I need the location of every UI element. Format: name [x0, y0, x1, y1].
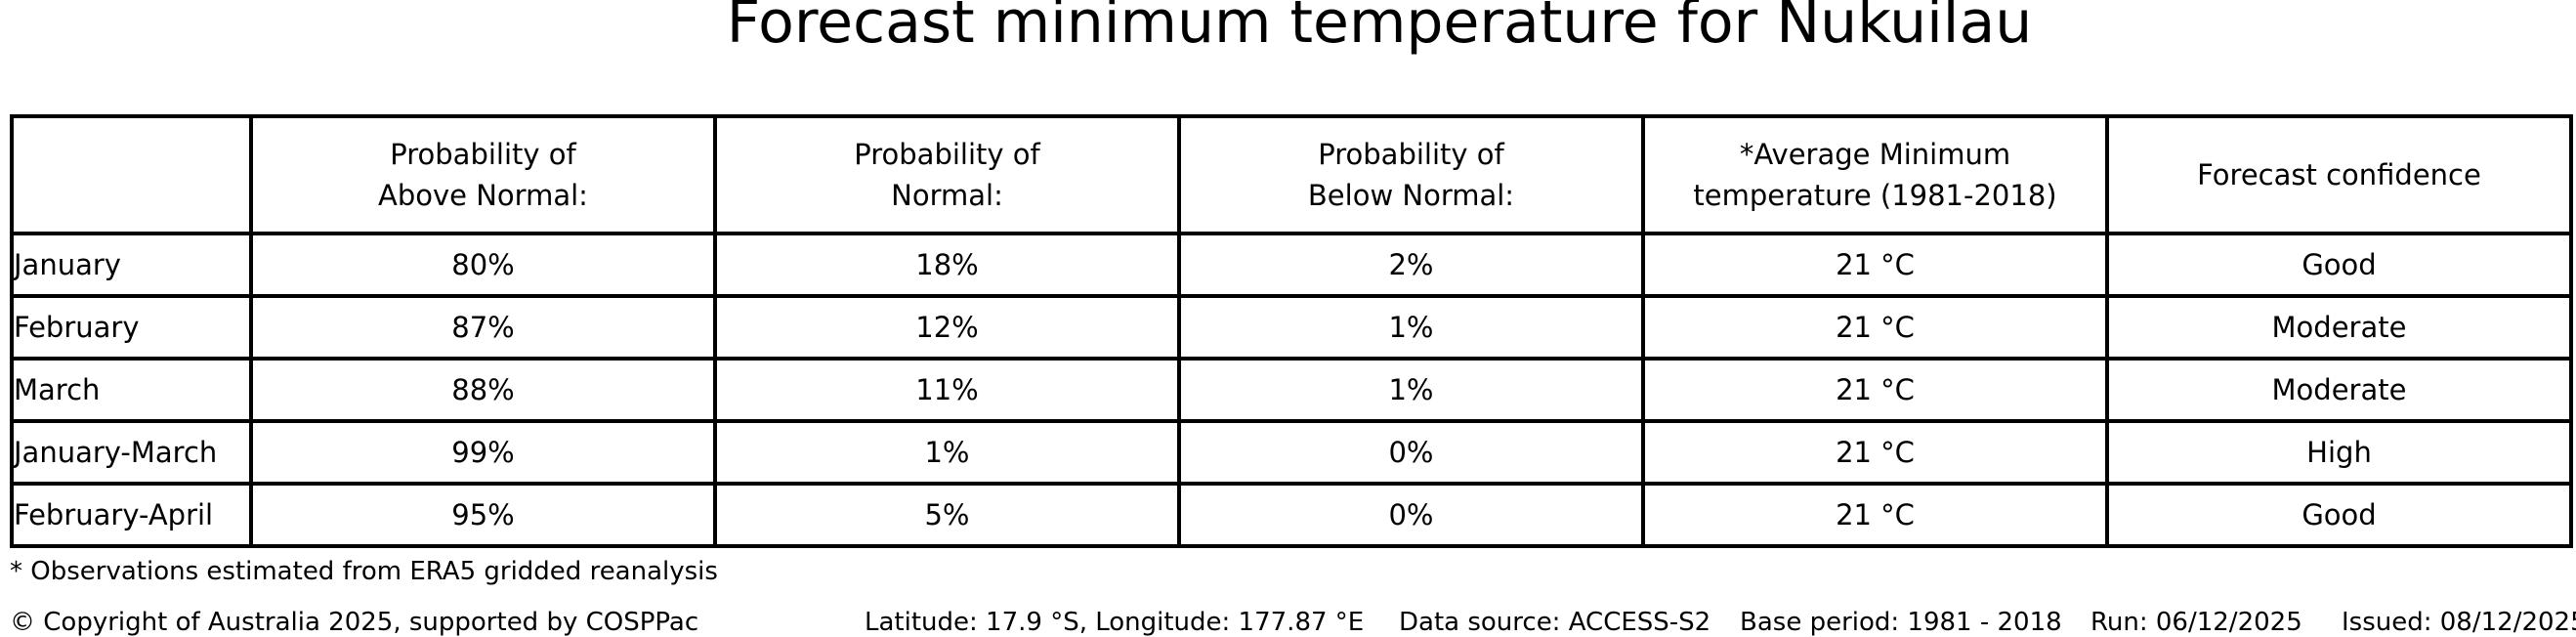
cell-confidence: Good: [2105, 482, 2573, 548]
col-header-average-minimum-temperature: *Average Minimum temperature (1981-2018): [1641, 114, 2109, 235]
row-label: January: [10, 232, 253, 298]
row-label: February: [10, 294, 253, 361]
cell-above-normal: 95%: [249, 482, 717, 548]
location-text: Latitude: 17.9 °S, Longitude: 177.87 °E: [865, 608, 1365, 637]
footnote-text: * Observations estimated from ERA5 gridd…: [10, 557, 718, 586]
table-row-february: February 87% 12% 1% 21 °C Moderate: [10, 294, 2573, 361]
page-title: Forecast minimum temperature for Nukuila…: [726, 0, 2033, 57]
cell-confidence: Moderate: [2105, 294, 2573, 361]
col-header-below-normal: Probability of Below Normal:: [1177, 114, 1645, 235]
cell-below-normal: 2%: [1177, 232, 1645, 298]
cell-normal: 18%: [713, 232, 1181, 298]
copyright-text: © Copyright of Australia 2025, supported…: [10, 608, 699, 637]
cell-confidence: Moderate: [2105, 357, 2573, 423]
cell-confidence: Good: [2105, 232, 2573, 298]
cell-average-minimum: 21 °C: [1641, 419, 2109, 486]
cell-above-normal: 87%: [249, 294, 717, 361]
table-row-february-april: February-April 95% 5% 0% 21 °C Good: [10, 482, 2573, 548]
cell-normal: 12%: [713, 294, 1181, 361]
cell-below-normal: 0%: [1177, 482, 1645, 548]
cell-normal: 11%: [713, 357, 1181, 423]
base-period-text: Base period: 1981 - 2018: [1740, 608, 2062, 637]
cell-confidence: High: [2105, 419, 2573, 486]
corner-cell: [10, 114, 253, 235]
cell-above-normal: 99%: [249, 419, 717, 486]
table-row-january: January 80% 18% 2% 21 °C Good: [10, 232, 2573, 298]
cell-below-normal: 0%: [1177, 419, 1645, 486]
row-label: January-March: [10, 419, 253, 486]
run-date-text: Run: 06/12/2025: [2090, 608, 2302, 637]
forecast-table: Probability of Above Normal: Probability…: [10, 114, 2573, 548]
cell-above-normal: 80%: [249, 232, 717, 298]
row-label: February-April: [10, 482, 253, 548]
cell-below-normal: 1%: [1177, 357, 1645, 423]
cell-average-minimum: 21 °C: [1641, 357, 2109, 423]
data-source-text: Data source: ACCESS-S2: [1399, 608, 1711, 637]
cell-below-normal: 1%: [1177, 294, 1645, 361]
col-header-forecast-confidence: Forecast confidence: [2105, 114, 2573, 235]
table-header-row: Probability of Above Normal: Probability…: [10, 114, 2573, 235]
cell-average-minimum: 21 °C: [1641, 482, 2109, 548]
col-header-above-normal: Probability of Above Normal:: [249, 114, 717, 235]
issued-date-text: Issued: 08/12/2025: [2342, 608, 2576, 637]
cell-normal: 1%: [713, 419, 1181, 486]
cell-normal: 5%: [713, 482, 1181, 548]
row-label: March: [10, 357, 253, 423]
table-row-january-march: January-March 99% 1% 0% 21 °C High: [10, 419, 2573, 486]
cell-average-minimum: 21 °C: [1641, 294, 2109, 361]
table-row-march: March 88% 11% 1% 21 °C Moderate: [10, 357, 2573, 423]
cell-average-minimum: 21 °C: [1641, 232, 2109, 298]
col-header-normal: Probability of Normal:: [713, 114, 1181, 235]
cell-above-normal: 88%: [249, 357, 717, 423]
